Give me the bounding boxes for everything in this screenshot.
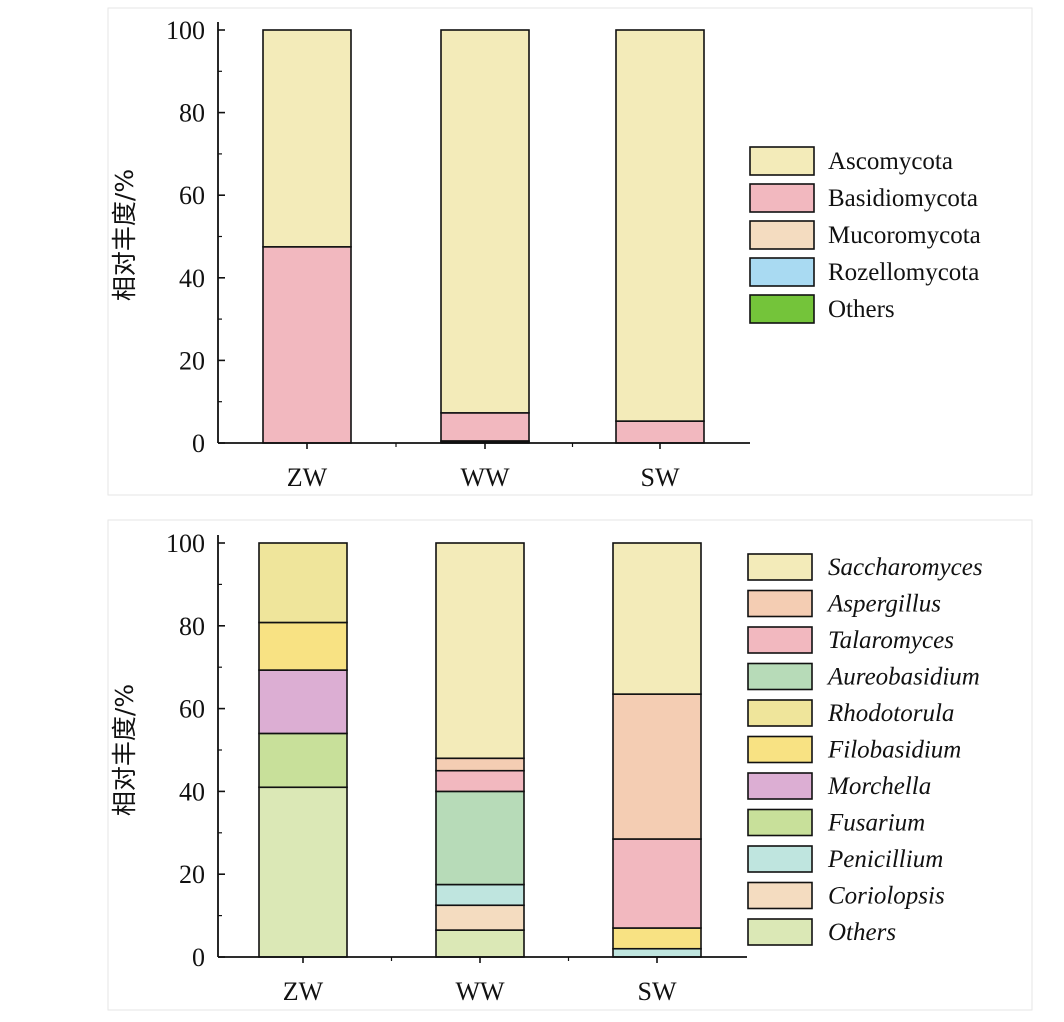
legend-label: Filobasidium: [827, 737, 961, 764]
bar-segment-basidiomycota-zw: [262, 246, 352, 444]
bar-segment-coriolopsis-ww: [435, 904, 525, 931]
bar-segment-ascomycota-sw: [615, 29, 705, 422]
legend-label: Aureobasidium: [826, 664, 980, 691]
bar-segment-saccharomyces-ww: [435, 542, 525, 760]
y-axis-label: 相对丰度/%: [110, 169, 139, 301]
y-tick-label: 0: [192, 943, 205, 972]
panel-frame: [107, 519, 1033, 1011]
bar-segment-aureobasidium-ww: [435, 790, 525, 886]
y-tick-label: 40: [179, 777, 205, 806]
legend-label: Basidiomycota: [828, 185, 978, 212]
legend-label: Fusarium: [827, 810, 925, 837]
legend-swatch: [749, 183, 815, 213]
legend-label: Aspergillus: [826, 591, 941, 618]
legend-swatch: [747, 881, 813, 910]
legend-swatch: [747, 772, 813, 800]
y-tick-label: 60: [179, 181, 205, 210]
legend-label: Rozellomycota: [828, 259, 979, 286]
legend-label: Mucoromycota: [828, 222, 981, 249]
bar-segment-talaromyces-ww: [435, 769, 525, 793]
x-tick-label: WW: [460, 463, 510, 492]
y-axis-label: 相对丰度/%: [110, 684, 139, 816]
phylum-chart: ZW WW SW 0 20 40 60 80 100 相对丰度/% Ascomycota Basidi…: [107, 7, 1033, 496]
bar-segment-aspergillus-ww: [435, 757, 525, 772]
legend-swatch: [747, 699, 813, 727]
y-tick-label: 20: [179, 346, 205, 375]
bar-segment-penicillium-sw: [612, 947, 702, 958]
legend-swatch: [747, 553, 813, 581]
bar-segment-basidiomycota-sw: [615, 420, 705, 444]
legend-swatch: [747, 589, 813, 618]
legend-label: Saccharomyces: [828, 554, 983, 581]
x-tick-label: WW: [455, 977, 505, 1006]
legend-swatch: [747, 918, 813, 946]
x-tick-label: SW: [638, 977, 677, 1006]
bar-segment-talaromyces-sw: [612, 838, 702, 929]
bar-segment-others-zw: [258, 786, 348, 958]
y-tick-label: 80: [179, 99, 205, 128]
bar-segment-filobasidium-zw: [258, 621, 348, 671]
panel-frame: [107, 7, 1033, 496]
y-tick-label: 20: [179, 860, 205, 889]
bar-segment-penicillium-ww: [435, 883, 525, 907]
y-tick-label: 40: [179, 264, 205, 293]
legend-swatch: [747, 626, 813, 654]
x-tick-label: ZW: [287, 463, 328, 492]
bar-segment-others-ww: [435, 929, 525, 958]
legend-swatch: [747, 845, 813, 873]
bar-segment-fusarium-zw: [258, 732, 348, 789]
bar-segment-rhodotorula-zw: [258, 542, 348, 624]
legend-label: Others: [828, 296, 895, 323]
legend-swatch: [747, 735, 813, 764]
bar-segment-ascomycota-zw: [262, 29, 352, 248]
y-tick-label: 100: [166, 16, 205, 45]
bar-segment-morchella-zw: [258, 669, 348, 735]
legend-label: Rhodotorula: [827, 700, 954, 727]
legend-label: Others: [828, 919, 896, 946]
legend-swatch: [749, 294, 815, 324]
legend-swatch: [747, 808, 813, 837]
legend-swatch: [749, 220, 815, 250]
x-tick-label: SW: [641, 463, 680, 492]
legend-label: Penicillium: [827, 846, 943, 873]
bar-segment-filobasidium-sw: [612, 927, 702, 950]
bar-segment-aspergillus-sw: [612, 693, 702, 840]
legend-swatch: [747, 662, 813, 691]
bar-segment-ascomycota-ww: [440, 29, 530, 414]
y-tick-label: 0: [192, 429, 205, 458]
legend-label: Coriolopsis: [828, 883, 945, 910]
genus-chart: ZW WW SW 0 20 40 60 80 100 相对丰度/% Saccharomyces Asp…: [107, 519, 1033, 1011]
legend-label: Morchella: [827, 773, 931, 800]
y-tick-label: 100: [166, 529, 205, 558]
legend-swatch: [749, 146, 815, 176]
legend-label: Talaromyces: [828, 627, 954, 654]
bar-segment-basidiomycota-ww: [440, 412, 530, 442]
x-tick-label: ZW: [283, 977, 324, 1006]
bar-segment-saccharomyces-sw: [612, 542, 702, 695]
y-tick-label: 60: [179, 695, 205, 724]
legend-swatch: [749, 257, 815, 287]
y-tick-label: 80: [179, 612, 205, 641]
legend-label: Ascomycota: [828, 148, 953, 175]
